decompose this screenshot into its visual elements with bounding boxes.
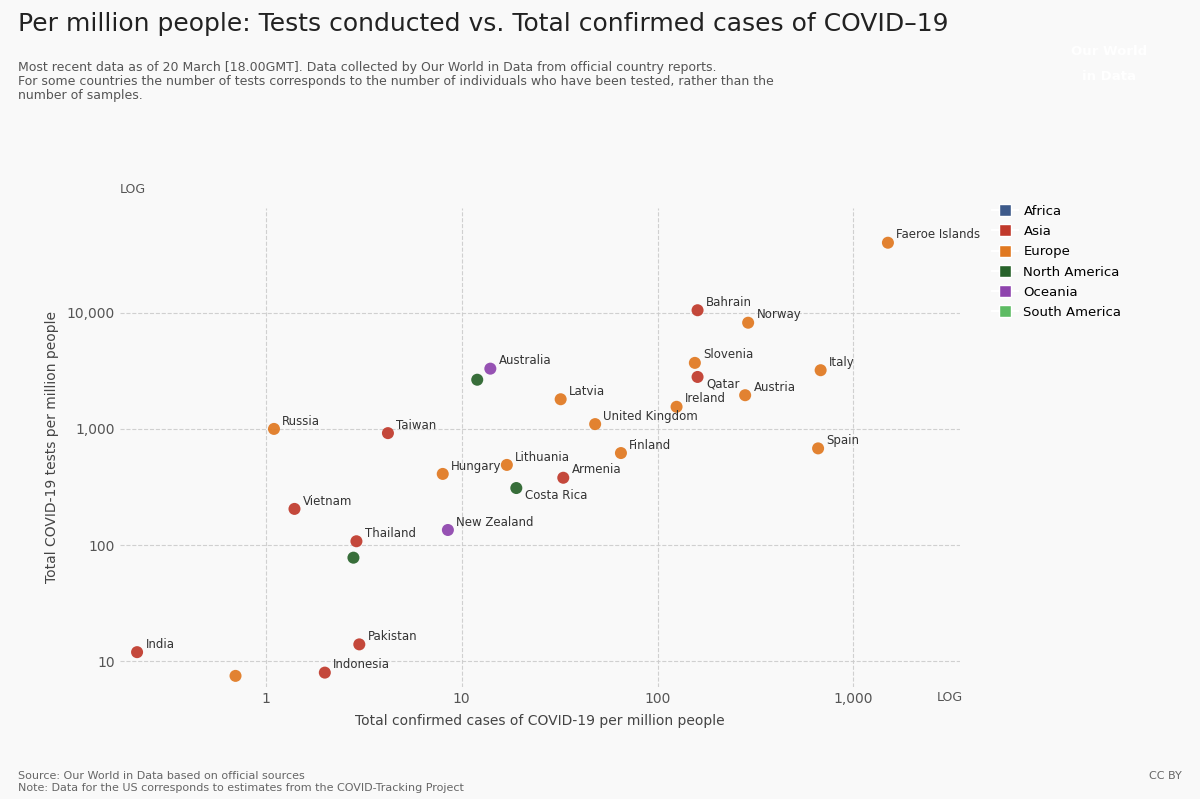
Point bbox=[506, 482, 526, 495]
Y-axis label: Total COVID-19 tests per million people: Total COVID-19 tests per million people bbox=[44, 312, 59, 583]
Point bbox=[553, 471, 572, 484]
Text: Australia: Australia bbox=[499, 354, 551, 368]
Text: Bahrain: Bahrain bbox=[706, 296, 752, 309]
Text: For some countries the number of tests corresponds to the number of individuals : For some countries the number of tests c… bbox=[18, 75, 774, 88]
Text: Taiwan: Taiwan bbox=[396, 419, 437, 431]
Text: Costa Rica: Costa Rica bbox=[524, 489, 587, 502]
Text: Hungary: Hungary bbox=[451, 459, 502, 472]
Point bbox=[481, 362, 500, 375]
Point bbox=[349, 638, 368, 650]
Text: Faeroe Islands: Faeroe Islands bbox=[896, 229, 980, 241]
Legend: Africa, Asia, Europe, North America, Oceania, South America: Africa, Asia, Europe, North America, Oce… bbox=[991, 205, 1122, 319]
Point bbox=[667, 400, 686, 413]
Text: New Zealand: New Zealand bbox=[456, 515, 534, 529]
Text: Austria: Austria bbox=[754, 381, 796, 394]
Text: Ireland: Ireland bbox=[685, 392, 726, 405]
Text: India: India bbox=[145, 638, 174, 650]
Text: number of samples.: number of samples. bbox=[18, 89, 143, 102]
Text: Slovenia: Slovenia bbox=[703, 348, 754, 361]
Text: LOG: LOG bbox=[936, 691, 962, 704]
Point bbox=[127, 646, 146, 658]
Text: Spain: Spain bbox=[827, 434, 859, 447]
Point bbox=[688, 371, 707, 384]
Point bbox=[497, 459, 516, 471]
Text: Our World: Our World bbox=[1070, 46, 1147, 58]
Text: in Data: in Data bbox=[1082, 70, 1135, 83]
Point bbox=[264, 423, 283, 435]
Text: Indonesia: Indonesia bbox=[334, 658, 390, 671]
Text: United Kingdom: United Kingdom bbox=[604, 410, 698, 423]
Text: Latvia: Latvia bbox=[569, 385, 605, 398]
Point bbox=[736, 389, 755, 402]
Text: Vietnam: Vietnam bbox=[302, 495, 352, 507]
Point bbox=[468, 373, 487, 386]
Text: Armenia: Armenia bbox=[571, 463, 622, 476]
Point bbox=[438, 523, 457, 536]
Text: Norway: Norway bbox=[756, 308, 802, 321]
Text: CC BY: CC BY bbox=[1150, 771, 1182, 781]
Point bbox=[284, 503, 304, 515]
Point bbox=[551, 393, 570, 406]
Point bbox=[738, 316, 757, 329]
X-axis label: Total confirmed cases of COVID-19 per million people: Total confirmed cases of COVID-19 per mi… bbox=[355, 714, 725, 729]
Text: Per million people: Tests conducted vs. Total confirmed cases of COVID–19: Per million people: Tests conducted vs. … bbox=[18, 12, 948, 36]
Text: Russia: Russia bbox=[282, 415, 320, 427]
Point bbox=[378, 427, 397, 439]
Point bbox=[809, 442, 828, 455]
Point bbox=[347, 535, 366, 547]
Text: Lithuania: Lithuania bbox=[515, 451, 570, 463]
Point bbox=[611, 447, 630, 459]
Point bbox=[878, 237, 898, 249]
Point bbox=[344, 551, 364, 564]
Text: Source: Our World in Data based on official sources: Source: Our World in Data based on offic… bbox=[18, 771, 305, 781]
Text: LOG: LOG bbox=[120, 183, 146, 196]
Text: Note: Data for the US corresponds to estimates from the COVID-Tracking Project: Note: Data for the US corresponds to est… bbox=[18, 783, 464, 793]
Point bbox=[685, 356, 704, 369]
Text: Qatar: Qatar bbox=[706, 378, 739, 391]
Point bbox=[226, 670, 245, 682]
Point bbox=[811, 364, 830, 376]
Text: Finland: Finland bbox=[629, 439, 672, 451]
Text: Pakistan: Pakistan bbox=[367, 630, 418, 643]
Point bbox=[688, 304, 707, 316]
Point bbox=[433, 467, 452, 480]
Text: Thailand: Thailand bbox=[365, 527, 415, 540]
Point bbox=[316, 666, 335, 679]
Text: Italy: Italy bbox=[829, 356, 854, 369]
Text: Most recent data as of 20 March [18.00GMT]. Data collected by Our World in Data : Most recent data as of 20 March [18.00GM… bbox=[18, 61, 716, 74]
Point bbox=[586, 418, 605, 431]
